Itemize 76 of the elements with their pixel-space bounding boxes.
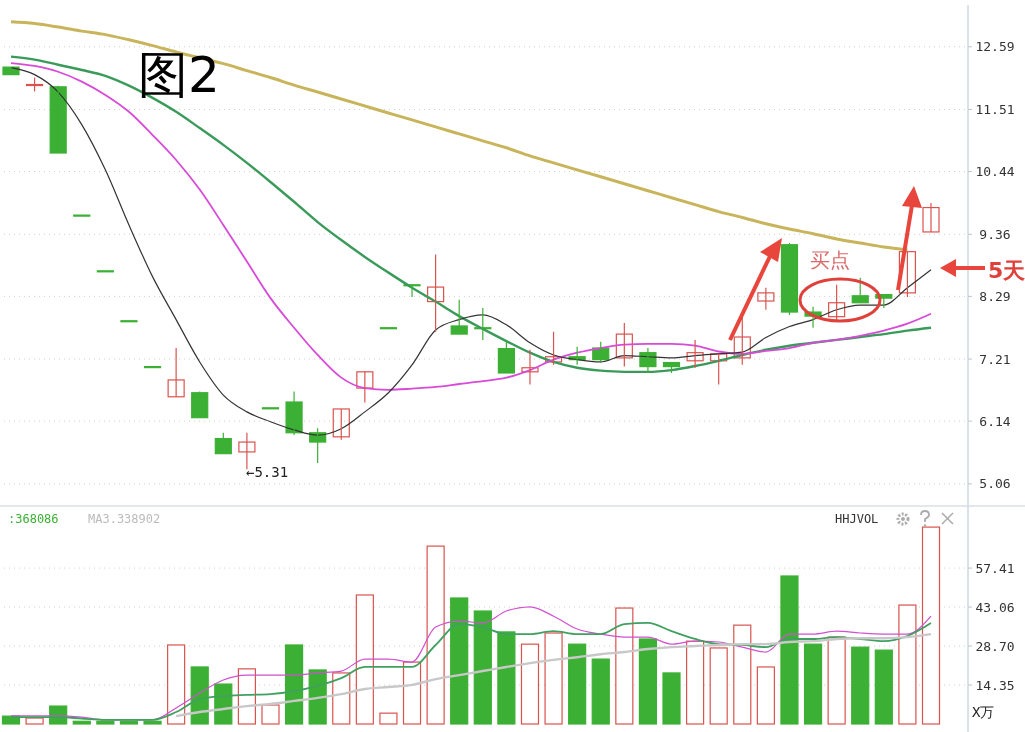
bar xyxy=(686,640,705,725)
candlestick xyxy=(49,85,67,154)
text: 图2 xyxy=(138,46,220,104)
y-tick-label: 7.21 xyxy=(979,351,1011,367)
candlestick xyxy=(191,390,209,419)
bar xyxy=(450,597,469,725)
candlestick xyxy=(544,331,563,366)
bar xyxy=(167,644,186,725)
candlestick xyxy=(710,353,728,386)
bar xyxy=(591,658,610,725)
bar xyxy=(72,720,91,725)
y-tick-label: 5.06 xyxy=(979,476,1011,492)
bar xyxy=(355,594,374,725)
candlestick xyxy=(615,322,633,368)
bar xyxy=(733,624,752,725)
bar xyxy=(662,672,681,725)
y-tick-label: 10.44 xyxy=(975,164,1015,180)
bar xyxy=(709,647,728,725)
y-tick-label: 8.29 xyxy=(979,288,1011,304)
y-tick-label: 9.36 xyxy=(979,226,1011,242)
bar xyxy=(568,643,587,725)
y-tick-label: 14.35 xyxy=(975,677,1015,693)
candlestick xyxy=(686,339,704,369)
candlestick xyxy=(427,253,445,333)
y-tick-label: 6.14 xyxy=(979,413,1011,429)
candlestick xyxy=(167,347,185,398)
bar xyxy=(874,649,893,725)
bar xyxy=(827,636,846,725)
annotation: MA3.338902 xyxy=(88,512,161,527)
candlestick xyxy=(450,299,468,335)
bar xyxy=(544,632,563,725)
y-tick-label: 28.70 xyxy=(975,638,1015,654)
bar xyxy=(332,672,351,725)
candlestick xyxy=(922,202,940,233)
bar xyxy=(284,644,304,725)
bar xyxy=(308,669,327,725)
bar xyxy=(190,666,209,725)
annotation: HHJVOL xyxy=(835,512,879,527)
annotation: ←5.31 xyxy=(246,463,289,480)
candlestick xyxy=(851,277,869,304)
annotation: 买点 xyxy=(810,248,850,272)
bar xyxy=(803,643,823,725)
bar xyxy=(921,526,941,725)
bar xyxy=(520,643,540,725)
candlestick xyxy=(780,242,799,316)
bar xyxy=(119,720,139,725)
y-tick-label: 57.41 xyxy=(975,560,1015,576)
bar xyxy=(780,575,799,725)
bar xyxy=(25,717,44,725)
candlestick xyxy=(521,349,539,386)
bar xyxy=(96,720,115,725)
candlestick xyxy=(356,371,374,404)
bar xyxy=(379,712,398,725)
y-tick-label: 11.51 xyxy=(975,102,1015,118)
candlestick xyxy=(757,287,775,311)
y-tick-label: 12.59 xyxy=(975,39,1015,55)
bar xyxy=(402,661,422,725)
candlestick xyxy=(497,340,515,374)
text: 5天 xyxy=(988,257,1025,283)
bar xyxy=(851,646,870,725)
y-tick-label: 43.06 xyxy=(975,599,1015,615)
candlestick xyxy=(332,408,350,441)
bar xyxy=(898,604,917,725)
bar xyxy=(638,638,658,725)
bar xyxy=(756,666,775,725)
bar xyxy=(497,631,516,725)
bar xyxy=(143,720,162,725)
bar xyxy=(261,704,280,725)
line-series xyxy=(9,20,909,252)
bar xyxy=(615,607,634,725)
bar xyxy=(473,610,492,725)
bar xyxy=(426,545,445,725)
annotation: :368086 xyxy=(8,512,59,527)
candlestick xyxy=(2,66,20,76)
y-axis-title: X万 xyxy=(972,703,995,720)
candlestick xyxy=(214,432,232,455)
